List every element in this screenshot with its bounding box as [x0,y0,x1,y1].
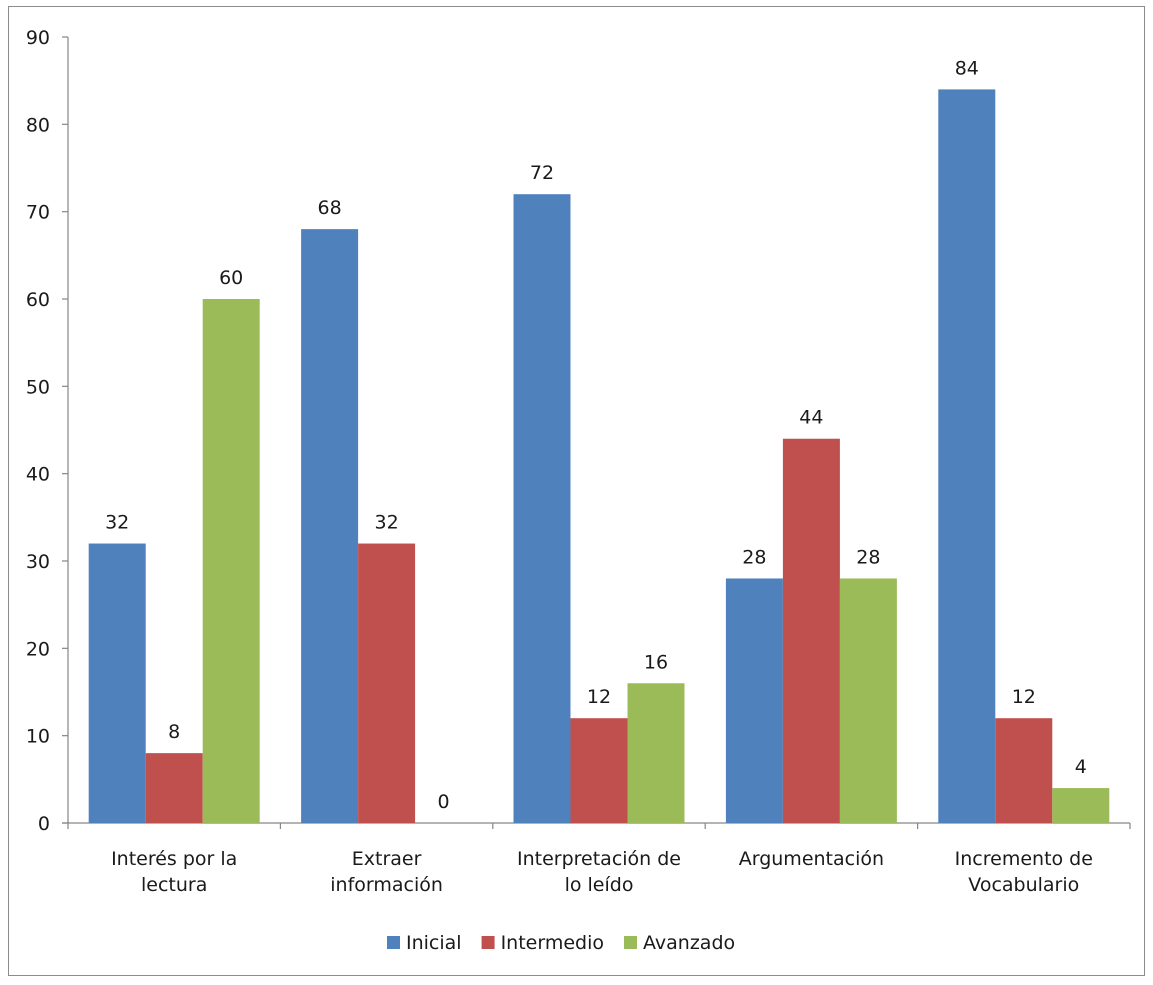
y-tick-label: 60 [26,289,50,311]
bar [145,753,203,823]
data-label: 32 [375,512,399,534]
y-tick-label: 10 [26,726,50,748]
bar [938,89,996,823]
data-label: 28 [742,546,766,568]
bar [301,229,359,824]
data-label: 0 [438,791,450,813]
data-label: 60 [219,267,243,289]
category-label: Interés por la [111,848,237,870]
legend-label: Avanzado [643,932,735,954]
data-label: 16 [644,651,668,673]
bar [513,194,571,823]
y-tick-label: 50 [26,376,50,398]
legend-swatch [624,936,638,949]
bar [88,543,146,823]
category-label: Interpretación de [517,848,681,870]
bar [358,543,416,823]
bar [202,299,260,823]
y-tick-label: 20 [26,638,50,660]
y-tick-label: 0 [38,813,50,835]
bar [782,438,840,823]
data-label: 44 [799,407,823,429]
category-label: Extraer [352,848,422,870]
legend-swatch [387,936,400,949]
data-label: 8 [168,721,180,743]
data-label: 72 [530,162,554,184]
y-tick-label: 30 [26,551,50,573]
y-tick-label: 90 [26,27,50,49]
data-label: 12 [587,686,611,708]
category-labels: Interés por la lectura Extraer información I… [111,848,1093,896]
category-label: lectura [141,874,207,896]
legend: Inicial Intermedio Avanzado [387,932,735,954]
bar [570,718,628,823]
data-label: 4 [1075,756,1087,778]
bar [627,683,685,823]
category-label: información [330,874,443,896]
bar [1052,788,1110,823]
data-label: 12 [1012,686,1036,708]
legend-swatch [481,936,495,949]
bar [725,578,783,823]
bars [88,89,1110,824]
y-tick-label: 80 [26,114,50,136]
data-label: 28 [856,546,880,568]
category-label: Incremento de [955,848,1093,870]
category-label: lo leído [565,874,634,896]
category-label: Argumentación [739,848,884,870]
category-label: Vocabulario [968,874,1079,896]
bar [995,718,1053,823]
legend-label: Intermedio [501,932,604,954]
data-label: 84 [955,57,979,79]
y-tick-label: 70 [26,202,50,224]
legend-label: Inicial [406,932,462,954]
data-label: 32 [105,512,129,534]
data-label: 68 [318,197,342,219]
y-tick-label: 40 [26,464,50,486]
bar [839,578,897,823]
data-labels: 32 8 60 68 32 0 72 12 16 28 44 28 84 12 4 [105,57,1087,813]
